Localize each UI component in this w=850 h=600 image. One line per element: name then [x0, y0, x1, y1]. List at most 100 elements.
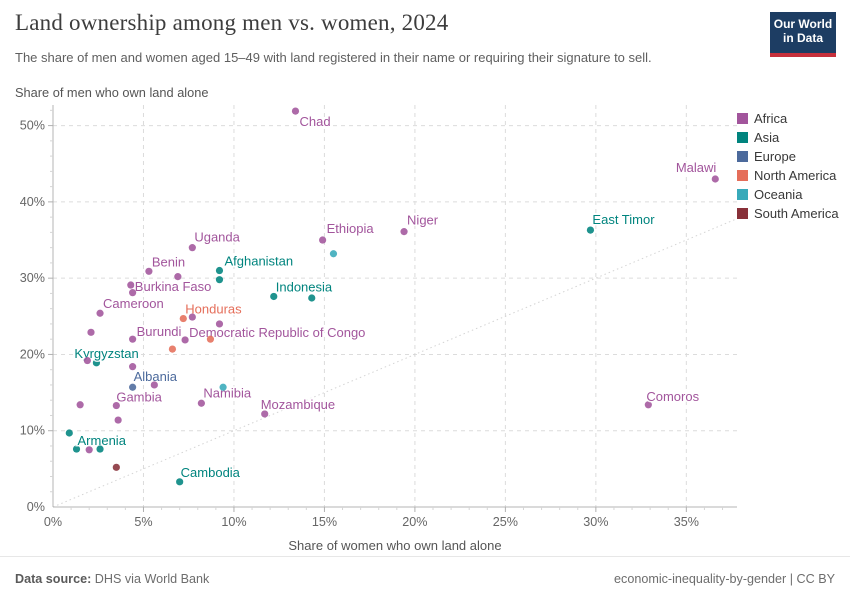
y-tick-label: 50% — [20, 119, 45, 133]
x-tick-label: 15% — [312, 515, 337, 529]
data-point[interactable] — [96, 445, 104, 453]
data-point-malawi[interactable] — [711, 175, 719, 183]
x-tick-label: 25% — [493, 515, 518, 529]
data-point-label: Comoros — [646, 389, 699, 404]
data-point-label: Gambia — [116, 390, 162, 405]
data-point[interactable] — [87, 328, 95, 336]
legend-label: Africa — [754, 111, 788, 126]
data-point[interactable] — [168, 345, 177, 353]
y-tick-label: 30% — [20, 271, 45, 285]
x-tick-label: 0% — [44, 515, 62, 529]
legend-label: North America — [754, 168, 837, 183]
data-point-ethiopia[interactable] — [319, 236, 327, 244]
data-point-kyrgyzstan[interactable] — [92, 359, 101, 367]
data-point-label: Afghanistan — [224, 254, 293, 269]
legend-label: South America — [754, 206, 839, 221]
data-point[interactable] — [206, 335, 215, 343]
data-point[interactable] — [65, 429, 73, 437]
legend-label: Oceania — [754, 187, 803, 202]
data-point-indonesia[interactable] — [270, 292, 278, 301]
data-point-label: Indonesia — [276, 279, 333, 294]
chart-title: Land ownership among men vs. women, 2024 — [15, 10, 449, 35]
x-tick-label: 30% — [583, 515, 608, 529]
legend-swatch — [737, 132, 748, 143]
data-point[interactable] — [129, 363, 137, 371]
legend-swatch — [737, 170, 748, 181]
owid-logo-line1: Our World — [773, 17, 833, 31]
legend-item-north-america[interactable]: North America — [737, 169, 839, 182]
legend-item-asia[interactable]: Asia — [737, 131, 839, 144]
data-point-namibia[interactable] — [197, 399, 205, 407]
data-point-burundi[interactable] — [129, 335, 137, 343]
data-source: Data source: DHS via World Bank — [15, 572, 209, 586]
data-point-uganda[interactable] — [188, 244, 196, 252]
y-tick-label: 10% — [20, 424, 45, 438]
data-point-east-timor[interactable] — [586, 226, 595, 234]
chart-subtitle: The share of men and women aged 15–49 wi… — [15, 50, 652, 65]
data-point-label: Mozambique — [261, 397, 335, 412]
data-point-armenia[interactable] — [72, 445, 81, 453]
data-point[interactable] — [219, 383, 227, 391]
data-point-cameroon[interactable] — [96, 309, 104, 317]
license: economic-inequality-by-gender | CC BY — [614, 571, 835, 586]
data-point-label: Benin — [152, 254, 185, 269]
data-point-afghanistan[interactable] — [215, 266, 224, 275]
y-axis-title: Share of men who own land alone — [15, 85, 209, 100]
data-point[interactable] — [83, 356, 91, 365]
data-point[interactable] — [76, 401, 84, 409]
data-point-mozambique[interactable] — [261, 410, 269, 418]
y-tick-label: 20% — [20, 347, 45, 361]
y-tick-label: 40% — [20, 195, 45, 209]
data-point-label: Albania — [134, 369, 178, 384]
data-point-label: Honduras — [185, 302, 242, 317]
x-tick-label: 10% — [221, 515, 246, 529]
data-point-label: Democratic Republic of Congo — [189, 325, 365, 340]
data-point-comoros[interactable] — [644, 401, 652, 409]
data-point-label: Ethiopia — [327, 221, 375, 236]
data-point[interactable] — [112, 463, 120, 471]
data-point[interactable] — [188, 313, 196, 321]
x-tick-label: 35% — [674, 515, 699, 529]
data-point-label: Cambodia — [181, 465, 241, 480]
x-axis-title: Share of women who own land alone — [288, 538, 502, 553]
data-point-burkina-faso[interactable] — [127, 281, 135, 289]
data-point-gambia[interactable] — [112, 401, 120, 410]
data-point-label: East Timor — [592, 212, 655, 227]
data-point[interactable] — [174, 273, 182, 281]
legend-item-africa[interactable]: Africa — [737, 112, 839, 125]
legend-item-south-america[interactable]: South America — [737, 207, 839, 220]
data-point-label: Armenia — [78, 433, 127, 448]
data-point-niger[interactable] — [400, 228, 408, 236]
legend-item-oceania[interactable]: Oceania — [737, 188, 839, 201]
data-point-label: Burundi — [137, 324, 182, 339]
data-point-label: Uganda — [194, 230, 240, 245]
data-point[interactable] — [129, 289, 137, 297]
data-point[interactable] — [308, 294, 316, 302]
legend-label: Asia — [754, 130, 780, 145]
data-point-albania[interactable] — [129, 383, 137, 391]
data-point-honduras[interactable] — [179, 314, 187, 323]
data-point-cambodia[interactable] — [176, 478, 184, 486]
data-point-label: Niger — [407, 213, 439, 228]
legend-swatch — [737, 189, 748, 200]
owid-logo[interactable]: Our World in Data — [770, 12, 836, 57]
data-point-benin[interactable] — [145, 267, 153, 275]
legend-item-europe[interactable]: Europe — [737, 150, 839, 163]
data-point[interactable] — [215, 276, 224, 284]
x-tick-label: 20% — [402, 515, 427, 529]
owid-logo-line2: in Data — [782, 31, 823, 45]
y-tick-label: 0% — [27, 500, 45, 514]
data-point[interactable] — [114, 416, 122, 424]
data-point[interactable] — [215, 320, 224, 328]
data-point-democratic-republic-of-congo[interactable] — [181, 336, 189, 344]
footer: Data source: DHS via World Bank economic… — [0, 556, 850, 600]
data-point-chad[interactable] — [291, 107, 300, 115]
legend: Africa Asia Europe North America Oceania Sout… — [737, 112, 839, 226]
data-point-label: Malawi — [676, 160, 717, 175]
data-source-label: Data source: — [15, 571, 92, 586]
data-point[interactable] — [150, 381, 158, 389]
data-point[interactable] — [329, 250, 338, 258]
data-point[interactable] — [85, 446, 93, 454]
